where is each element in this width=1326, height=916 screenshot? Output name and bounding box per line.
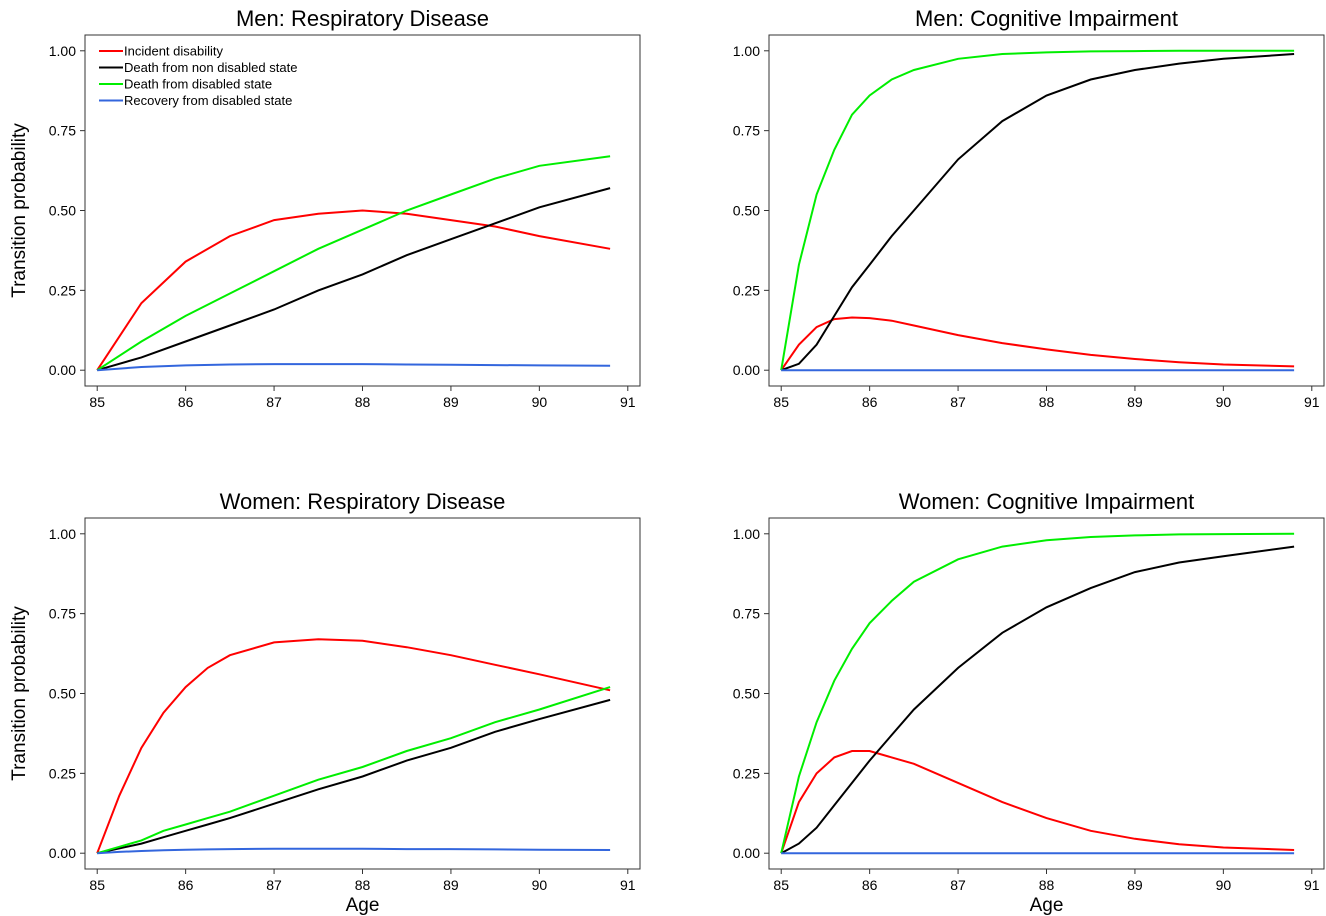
series-line-death-non-disabled [96,187,611,372]
panel-title: Men: Respiratory Disease [236,6,489,31]
y-tick-label: 0.50 [49,686,76,702]
x-tick-label: 91 [620,394,636,410]
panel-title: Men: Cognitive Impairment [915,6,1178,31]
panel-women-cognitive: Women: Cognitive Impairment 85 86 87 88 89 90… [733,489,1325,916]
x-tick-label: 91 [1304,877,1320,893]
x-tick-label: 89 [443,877,459,893]
panel-women-respiratory: Women: Respiratory Disease 85 86 87 88 89 90 9… [9,489,641,916]
series-line-incident [96,638,611,854]
x-axis-label: Age [346,895,380,916]
y-tick-label: 0.75 [49,123,76,139]
y-tick-label: 1.00 [733,43,760,59]
legend-label: Incident disability [124,44,223,59]
y-tick-label: 0.00 [733,362,760,378]
series-line-death-disabled [780,49,1295,371]
x-tick-label: 85 [89,394,105,410]
plot-frame [768,34,1325,387]
x-tick-label: 90 [1216,394,1232,410]
y-tick-label: 0.00 [49,845,76,861]
x-tick-label: 88 [355,877,371,893]
x-tick-label: 86 [178,394,194,410]
panel-title: Women: Cognitive Impairment [899,489,1195,514]
panel-men-cognitive: Men: Cognitive Impairment 85 86 87 88 89 90 91… [733,6,1325,410]
y-tick-label: 1.00 [49,43,76,59]
legend-label: Death from disabled state [124,77,272,92]
legend-label: Death from non disabled state [124,60,297,75]
panel-men-respiratory: Men: Respiratory Disease 85 86 87 88 89 90 91 0… [9,6,641,410]
series-line-incident [96,209,611,371]
series-line-incident [780,750,1295,854]
series-line-recovery [97,847,611,855]
x-tick-label: 88 [355,394,371,410]
series-line-death-non-disabled [780,53,1295,372]
y-tick-label: 0.25 [49,282,76,298]
x-tick-label: 91 [620,877,636,893]
legend-label: Recovery from disabled state [124,93,292,108]
y-tick-label: 0.25 [733,765,760,781]
y-tick-label: 0.25 [733,282,760,298]
series-line-death-non-disabled [780,545,1295,855]
x-tick-label: 89 [443,394,459,410]
series-line-incident [780,316,1295,371]
y-axis-label: Transition probability [9,606,30,781]
x-tick-label: 88 [1039,394,1055,410]
y-tick-label: 0.75 [49,606,76,622]
x-tick-label: 85 [773,877,789,893]
x-tick-label: 91 [1304,394,1320,410]
series-line-death-disabled [96,155,611,372]
x-tick-label: 89 [1127,394,1143,410]
x-tick-label: 86 [862,877,878,893]
y-tick-label: 0.75 [733,123,760,139]
y-tick-label: 1.00 [49,526,76,542]
x-tick-label: 90 [1216,877,1232,893]
series-line-death-disabled [96,686,611,855]
x-tick-label: 85 [773,394,789,410]
x-tick-label: 86 [178,877,194,893]
y-tick-label: 0.25 [49,765,76,781]
series-line-recovery [97,363,611,372]
x-tick-label: 90 [532,394,548,410]
y-tick-label: 0.50 [733,203,760,219]
x-tick-label: 87 [950,394,966,410]
y-tick-label: 0.00 [733,845,760,861]
x-tick-label: 87 [266,394,282,410]
plot-frame [84,517,641,870]
series-line-death-disabled [780,532,1295,854]
y-tick-label: 0.50 [49,203,76,219]
y-tick-label: 1.00 [733,526,760,542]
x-tick-label: 89 [1127,877,1143,893]
x-tick-label: 87 [266,877,282,893]
panel-title: Women: Respiratory Disease [220,489,506,514]
x-tick-label: 85 [89,877,105,893]
plot-frame [768,517,1325,870]
y-tick-label: 0.00 [49,362,76,378]
y-tick-label: 0.75 [733,606,760,622]
x-tick-label: 88 [1039,877,1055,893]
series-line-death-non-disabled [96,698,611,855]
x-tick-label: 86 [862,394,878,410]
y-axis-label: Transition probability [9,123,30,298]
x-axis-label: Age [1030,895,1064,916]
x-tick-label: 87 [950,877,966,893]
x-tick-label: 90 [532,877,548,893]
y-tick-label: 0.50 [733,686,760,702]
